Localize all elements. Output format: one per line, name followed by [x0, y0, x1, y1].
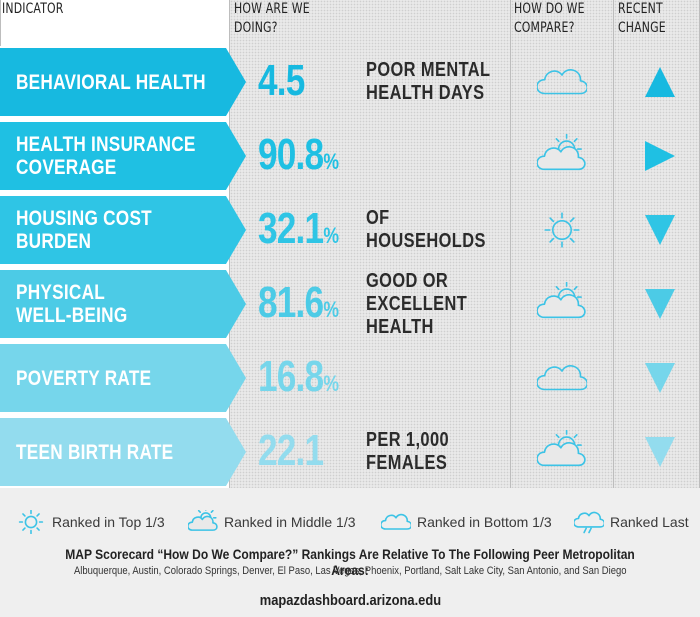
value-number: 4.5 [258, 56, 305, 105]
partly-cloudy-icon [187, 507, 218, 534]
website-link[interactable]: mapazdashboard.arizona.edu [259, 592, 441, 609]
value-unit: OF HOUSEHOLDS [366, 207, 486, 252]
column-divider [0, 0, 1, 46]
value-number: 22.1 [258, 426, 324, 475]
legend-label: Ranked in Top 1/3 [52, 514, 165, 530]
value-number: 90.8 [258, 130, 324, 179]
footer [0, 488, 700, 617]
header-how-do-we-compare: HOW DO WE COMPARE? [514, 1, 585, 36]
legend-item-bottom: Ranked in Bottom 1/3 [379, 510, 552, 534]
value-suffix: % [323, 223, 339, 248]
indicator-value: 32.1% [258, 204, 339, 254]
partly-cloudy-icon [536, 133, 587, 183]
legend-label: Ranked Last [610, 514, 689, 530]
indicator-row: PHYSICAL WELL-BEING [0, 270, 250, 338]
trend-down-icon [643, 361, 677, 400]
compare-column-bg [511, 0, 613, 488]
legend-item-top: Ranked in Top 1/3 [16, 509, 165, 535]
values-column-bg [230, 0, 510, 488]
indicator-label: TEEN BIRTH RATE [16, 440, 174, 464]
indicator-value: 90.8% [258, 130, 339, 180]
indicator-row: BEHAVIORAL HEALTH [0, 48, 250, 116]
rain-cloud-icon [572, 510, 606, 534]
cloudy-icon [536, 356, 589, 405]
footnote-peer-list: Albuquerque, Austin, Colorado Springs, D… [73, 565, 627, 577]
legend-label: Ranked in Middle 1/3 [224, 514, 356, 530]
indicator-row: POVERTY RATE [0, 344, 250, 412]
indicator-value: 22.1 [258, 426, 324, 476]
column-divider [510, 0, 511, 488]
header-how-are-we-doing: HOW ARE WE DOING? [234, 1, 310, 36]
indicator-value: 4.5 [258, 56, 305, 106]
trend-up-icon [643, 65, 677, 104]
value-unit: POOR MENTAL HEALTH DAYS [366, 59, 491, 104]
trend-down-icon [643, 435, 677, 474]
value-suffix: % [323, 371, 339, 396]
partly-cloudy-icon [536, 281, 587, 331]
value-unit: PER 1,000 FEMALES [366, 429, 450, 474]
indicator-label: PHYSICAL WELL-BEING [16, 281, 128, 327]
legend-label: Ranked in Bottom 1/3 [417, 514, 552, 530]
value-number: 81.6 [258, 278, 324, 327]
indicator-label: HEALTH INSURANCE COVERAGE [16, 133, 196, 179]
footnote-title: MAP Scorecard “How Do We Compare?” Ranki… [65, 546, 635, 578]
header-indicator: INDICATOR [2, 1, 64, 17]
legend-item-middle: Ranked in Middle 1/3 [187, 507, 356, 534]
trend-down-icon [643, 213, 677, 252]
indicator-row: HOUSING COST BURDEN [0, 196, 250, 264]
indicator-row: HEALTH INSURANCE COVERAGE [0, 122, 250, 190]
indicator-value: 16.8% [258, 352, 339, 402]
value-number: 32.1 [258, 204, 324, 253]
indicator-value: 81.6% [258, 278, 339, 328]
value-suffix: % [323, 297, 339, 322]
indicator-label: HOUSING COST BURDEN [16, 207, 152, 253]
sun-icon [537, 208, 587, 257]
cloudy-icon [379, 510, 413, 534]
trend-right-icon [643, 139, 677, 178]
value-unit: GOOD OR EXCELLENT HEALTH [366, 269, 468, 338]
header-recent-change: RECENT CHANGE [618, 1, 666, 36]
indicator-row: TEEN BIRTH RATE [0, 418, 250, 486]
cloudy-icon [536, 60, 589, 109]
column-divider [613, 0, 614, 488]
trend-down-icon [643, 287, 677, 326]
sun-icon [16, 509, 46, 535]
indicator-label: BEHAVIORAL HEALTH [16, 70, 206, 94]
value-suffix: % [323, 149, 339, 174]
partly-cloudy-icon [536, 429, 587, 479]
indicator-label: POVERTY RATE [16, 366, 152, 390]
legend-item-last: Ranked Last [572, 510, 689, 534]
value-number: 16.8 [258, 352, 324, 401]
